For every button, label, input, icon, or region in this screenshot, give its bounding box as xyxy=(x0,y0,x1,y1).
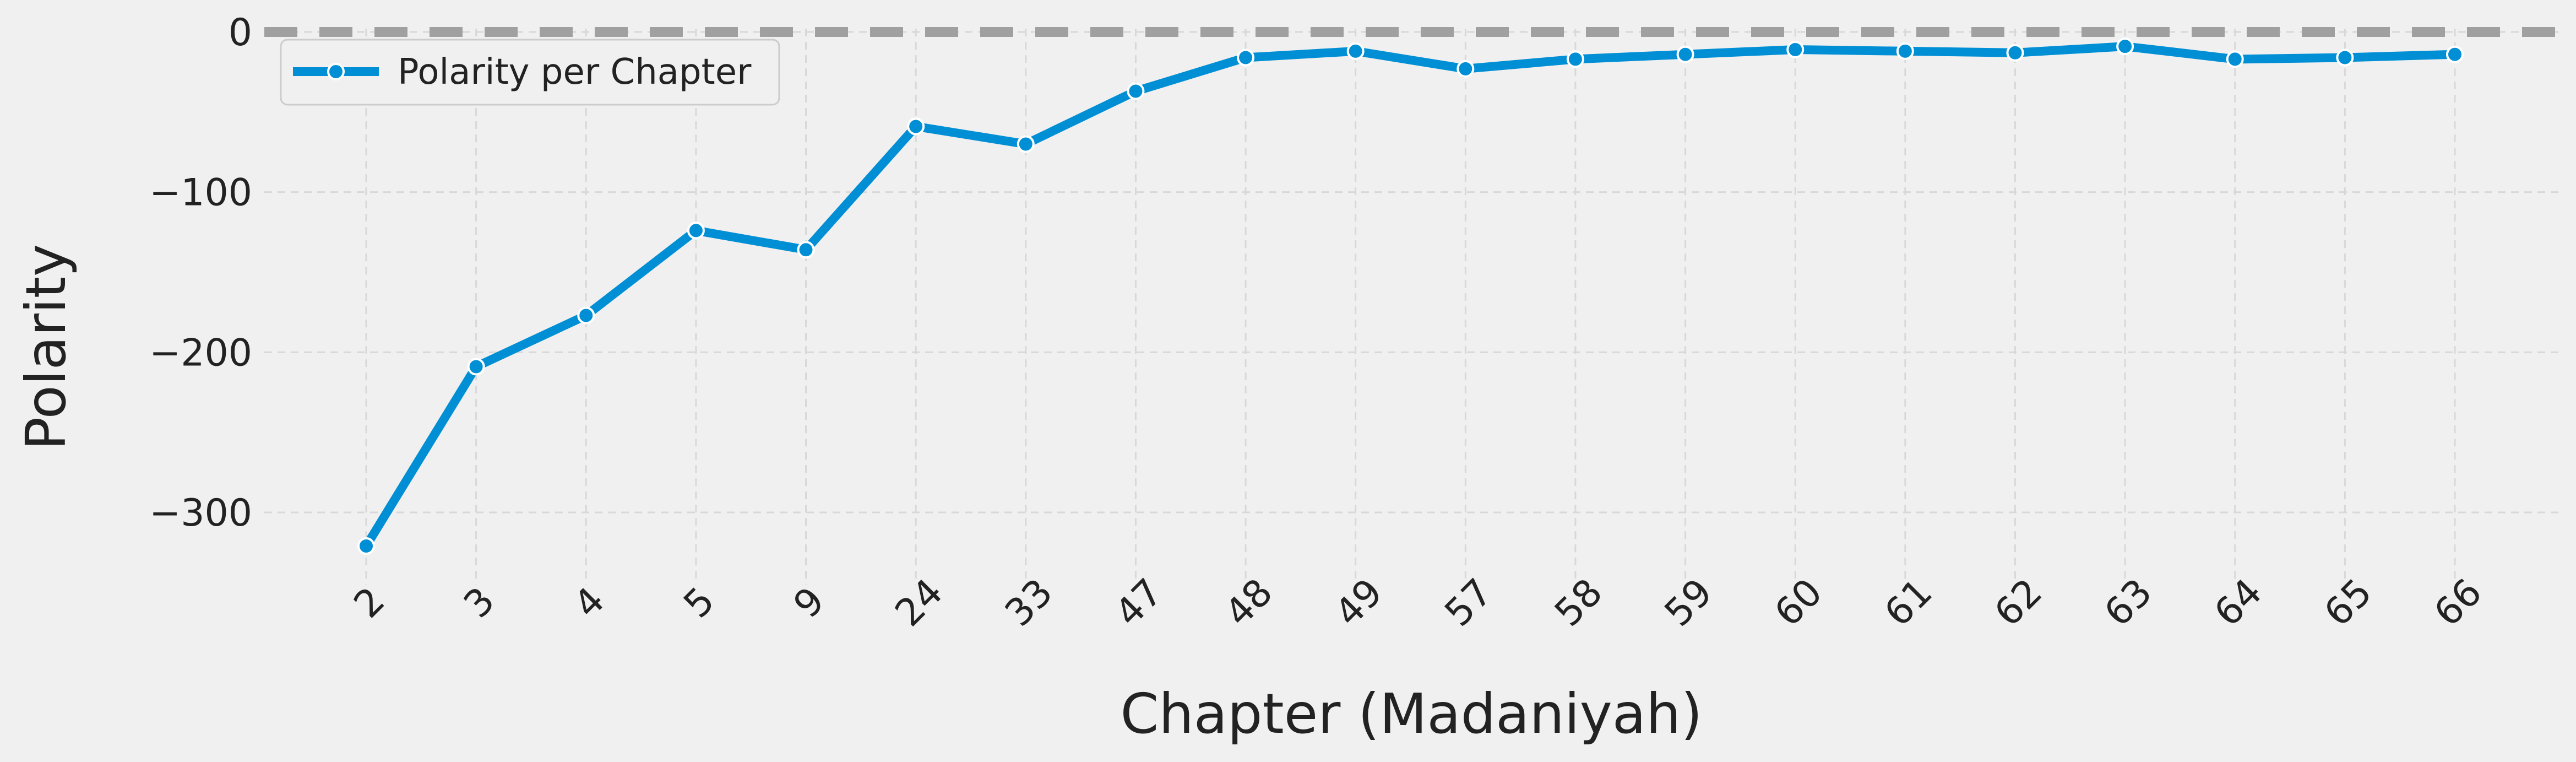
data-point xyxy=(1896,42,1914,60)
data-point xyxy=(797,241,815,259)
y-tick-label: −300 xyxy=(149,491,252,535)
data-point xyxy=(1127,82,1145,100)
data-point xyxy=(2226,50,2244,68)
data-point xyxy=(1017,135,1035,153)
data-points xyxy=(357,37,2464,555)
y-tick-label: −200 xyxy=(149,331,252,375)
data-point xyxy=(467,358,485,376)
legend-marker-sample xyxy=(327,63,345,80)
data-point xyxy=(2116,37,2134,56)
data-point xyxy=(1786,40,1805,58)
data-point xyxy=(2006,44,2024,62)
x-axis-title: Chapter (Madaniyah) xyxy=(1121,682,1703,746)
y-axis-ticks: 0 −100 −200 −300 xyxy=(149,11,252,535)
data-point xyxy=(687,221,705,240)
data-point xyxy=(1566,50,1584,68)
data-point xyxy=(907,117,925,136)
data-point xyxy=(357,537,375,555)
data-point xyxy=(1346,42,1365,60)
data-point xyxy=(1457,60,1475,78)
data-point xyxy=(2446,45,2464,63)
data-point xyxy=(1237,48,1255,67)
series-line-polarity-per-chapter xyxy=(362,42,2459,551)
data-point xyxy=(2336,48,2354,67)
data-point xyxy=(577,306,595,325)
y-tick-label: −100 xyxy=(149,171,252,215)
data-point xyxy=(1676,45,1694,63)
legend-label: Polarity per Chapter xyxy=(398,52,752,93)
legend-box xyxy=(280,39,780,106)
y-tick-label: 0 xyxy=(229,11,252,55)
y-axis-title: Polarity xyxy=(14,244,78,450)
legend: Polarity per Chapter xyxy=(280,39,780,106)
